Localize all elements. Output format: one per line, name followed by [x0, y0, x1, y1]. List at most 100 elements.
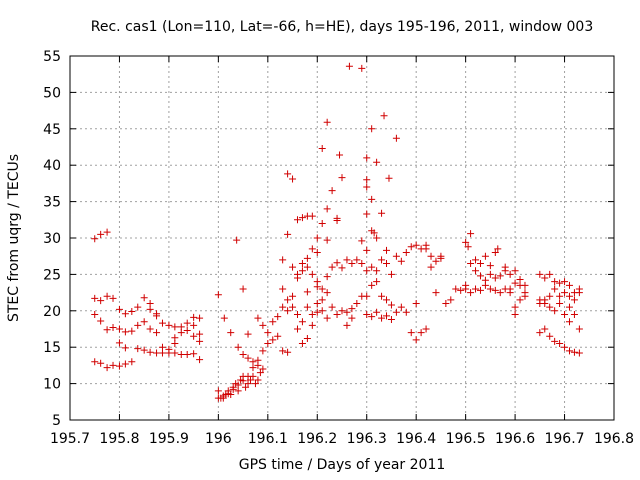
data-point	[551, 337, 559, 345]
data-point	[284, 348, 292, 356]
data-point	[91, 358, 99, 366]
data-point	[313, 234, 321, 242]
data-point	[227, 329, 235, 337]
data-point	[486, 270, 494, 278]
data-point	[501, 267, 509, 275]
data-point	[115, 339, 123, 347]
x-tick-label: 196.1	[248, 431, 288, 447]
data-point	[214, 394, 222, 402]
data-point	[323, 236, 331, 244]
data-point	[153, 329, 161, 337]
data-point	[328, 303, 336, 311]
data-point	[432, 289, 440, 297]
data-point	[378, 314, 386, 322]
data-point	[269, 336, 277, 344]
data-point	[561, 310, 569, 318]
data-point	[556, 300, 564, 308]
data-point	[274, 313, 282, 321]
data-point	[289, 263, 297, 271]
data-point	[368, 125, 376, 133]
data-point	[177, 350, 185, 358]
data-point	[298, 259, 306, 267]
x-tick-label: 196.5	[446, 431, 486, 447]
data-point	[412, 300, 420, 308]
data-point	[328, 263, 336, 271]
data-point	[476, 259, 484, 267]
data-point	[146, 325, 154, 333]
data-point	[546, 332, 554, 340]
data-point	[556, 279, 564, 287]
data-point	[274, 332, 282, 340]
y-tick-label: 10	[43, 377, 61, 393]
data-point	[171, 323, 179, 331]
data-point	[363, 176, 371, 184]
data-point	[476, 286, 484, 294]
x-tick-label: 195.9	[149, 431, 189, 447]
data-point	[353, 256, 361, 264]
data-point	[472, 256, 480, 264]
data-point	[472, 267, 480, 275]
data-point	[196, 314, 204, 322]
data-point	[183, 319, 191, 327]
data-point	[91, 294, 99, 302]
data-points	[91, 62, 583, 402]
data-point	[570, 348, 578, 356]
data-point	[284, 170, 292, 178]
data-point	[242, 383, 250, 391]
data-point	[244, 330, 252, 338]
x-tick-label: 196.2	[297, 431, 337, 447]
data-point	[313, 283, 321, 291]
data-point	[511, 267, 519, 275]
data-point	[363, 183, 371, 191]
data-point	[491, 249, 499, 257]
data-point	[556, 292, 564, 300]
data-point	[358, 237, 366, 245]
data-point	[368, 281, 376, 289]
data-point	[303, 288, 311, 296]
data-point	[121, 344, 129, 352]
data-point	[293, 325, 301, 333]
data-point	[338, 307, 346, 315]
data-point	[134, 303, 142, 311]
data-point	[363, 267, 371, 275]
data-point	[128, 358, 136, 366]
data-point	[284, 307, 292, 315]
data-point	[373, 308, 381, 316]
data-point	[308, 212, 316, 220]
data-point	[378, 292, 386, 300]
data-point	[383, 246, 391, 254]
data-point	[115, 325, 123, 333]
data-point	[264, 329, 272, 337]
data-point	[146, 348, 154, 356]
data-point	[140, 294, 148, 302]
data-point	[565, 318, 573, 326]
data-point	[457, 286, 465, 294]
data-point	[140, 346, 148, 354]
data-point	[541, 274, 549, 282]
data-point	[264, 340, 272, 348]
data-point	[467, 230, 475, 238]
data-point	[190, 321, 198, 329]
data-point	[387, 270, 395, 278]
data-point	[516, 281, 524, 289]
data-point	[298, 318, 306, 326]
data-point	[323, 205, 331, 213]
data-point	[432, 257, 440, 265]
grid-lines	[70, 56, 614, 420]
data-point	[115, 362, 123, 370]
data-point	[333, 214, 341, 222]
x-tick-label: 196.7	[544, 431, 584, 447]
data-point	[511, 310, 519, 318]
data-point	[383, 296, 391, 304]
data-point	[244, 354, 252, 362]
data-point	[561, 289, 569, 297]
data-point	[387, 301, 395, 309]
data-point	[293, 216, 301, 224]
data-point	[378, 256, 386, 264]
y-tick-label: 45	[43, 122, 61, 138]
data-point	[363, 210, 371, 218]
data-point	[447, 296, 455, 304]
y-tick-label: 30	[43, 231, 61, 247]
data-point	[318, 144, 326, 152]
data-point	[239, 377, 247, 385]
